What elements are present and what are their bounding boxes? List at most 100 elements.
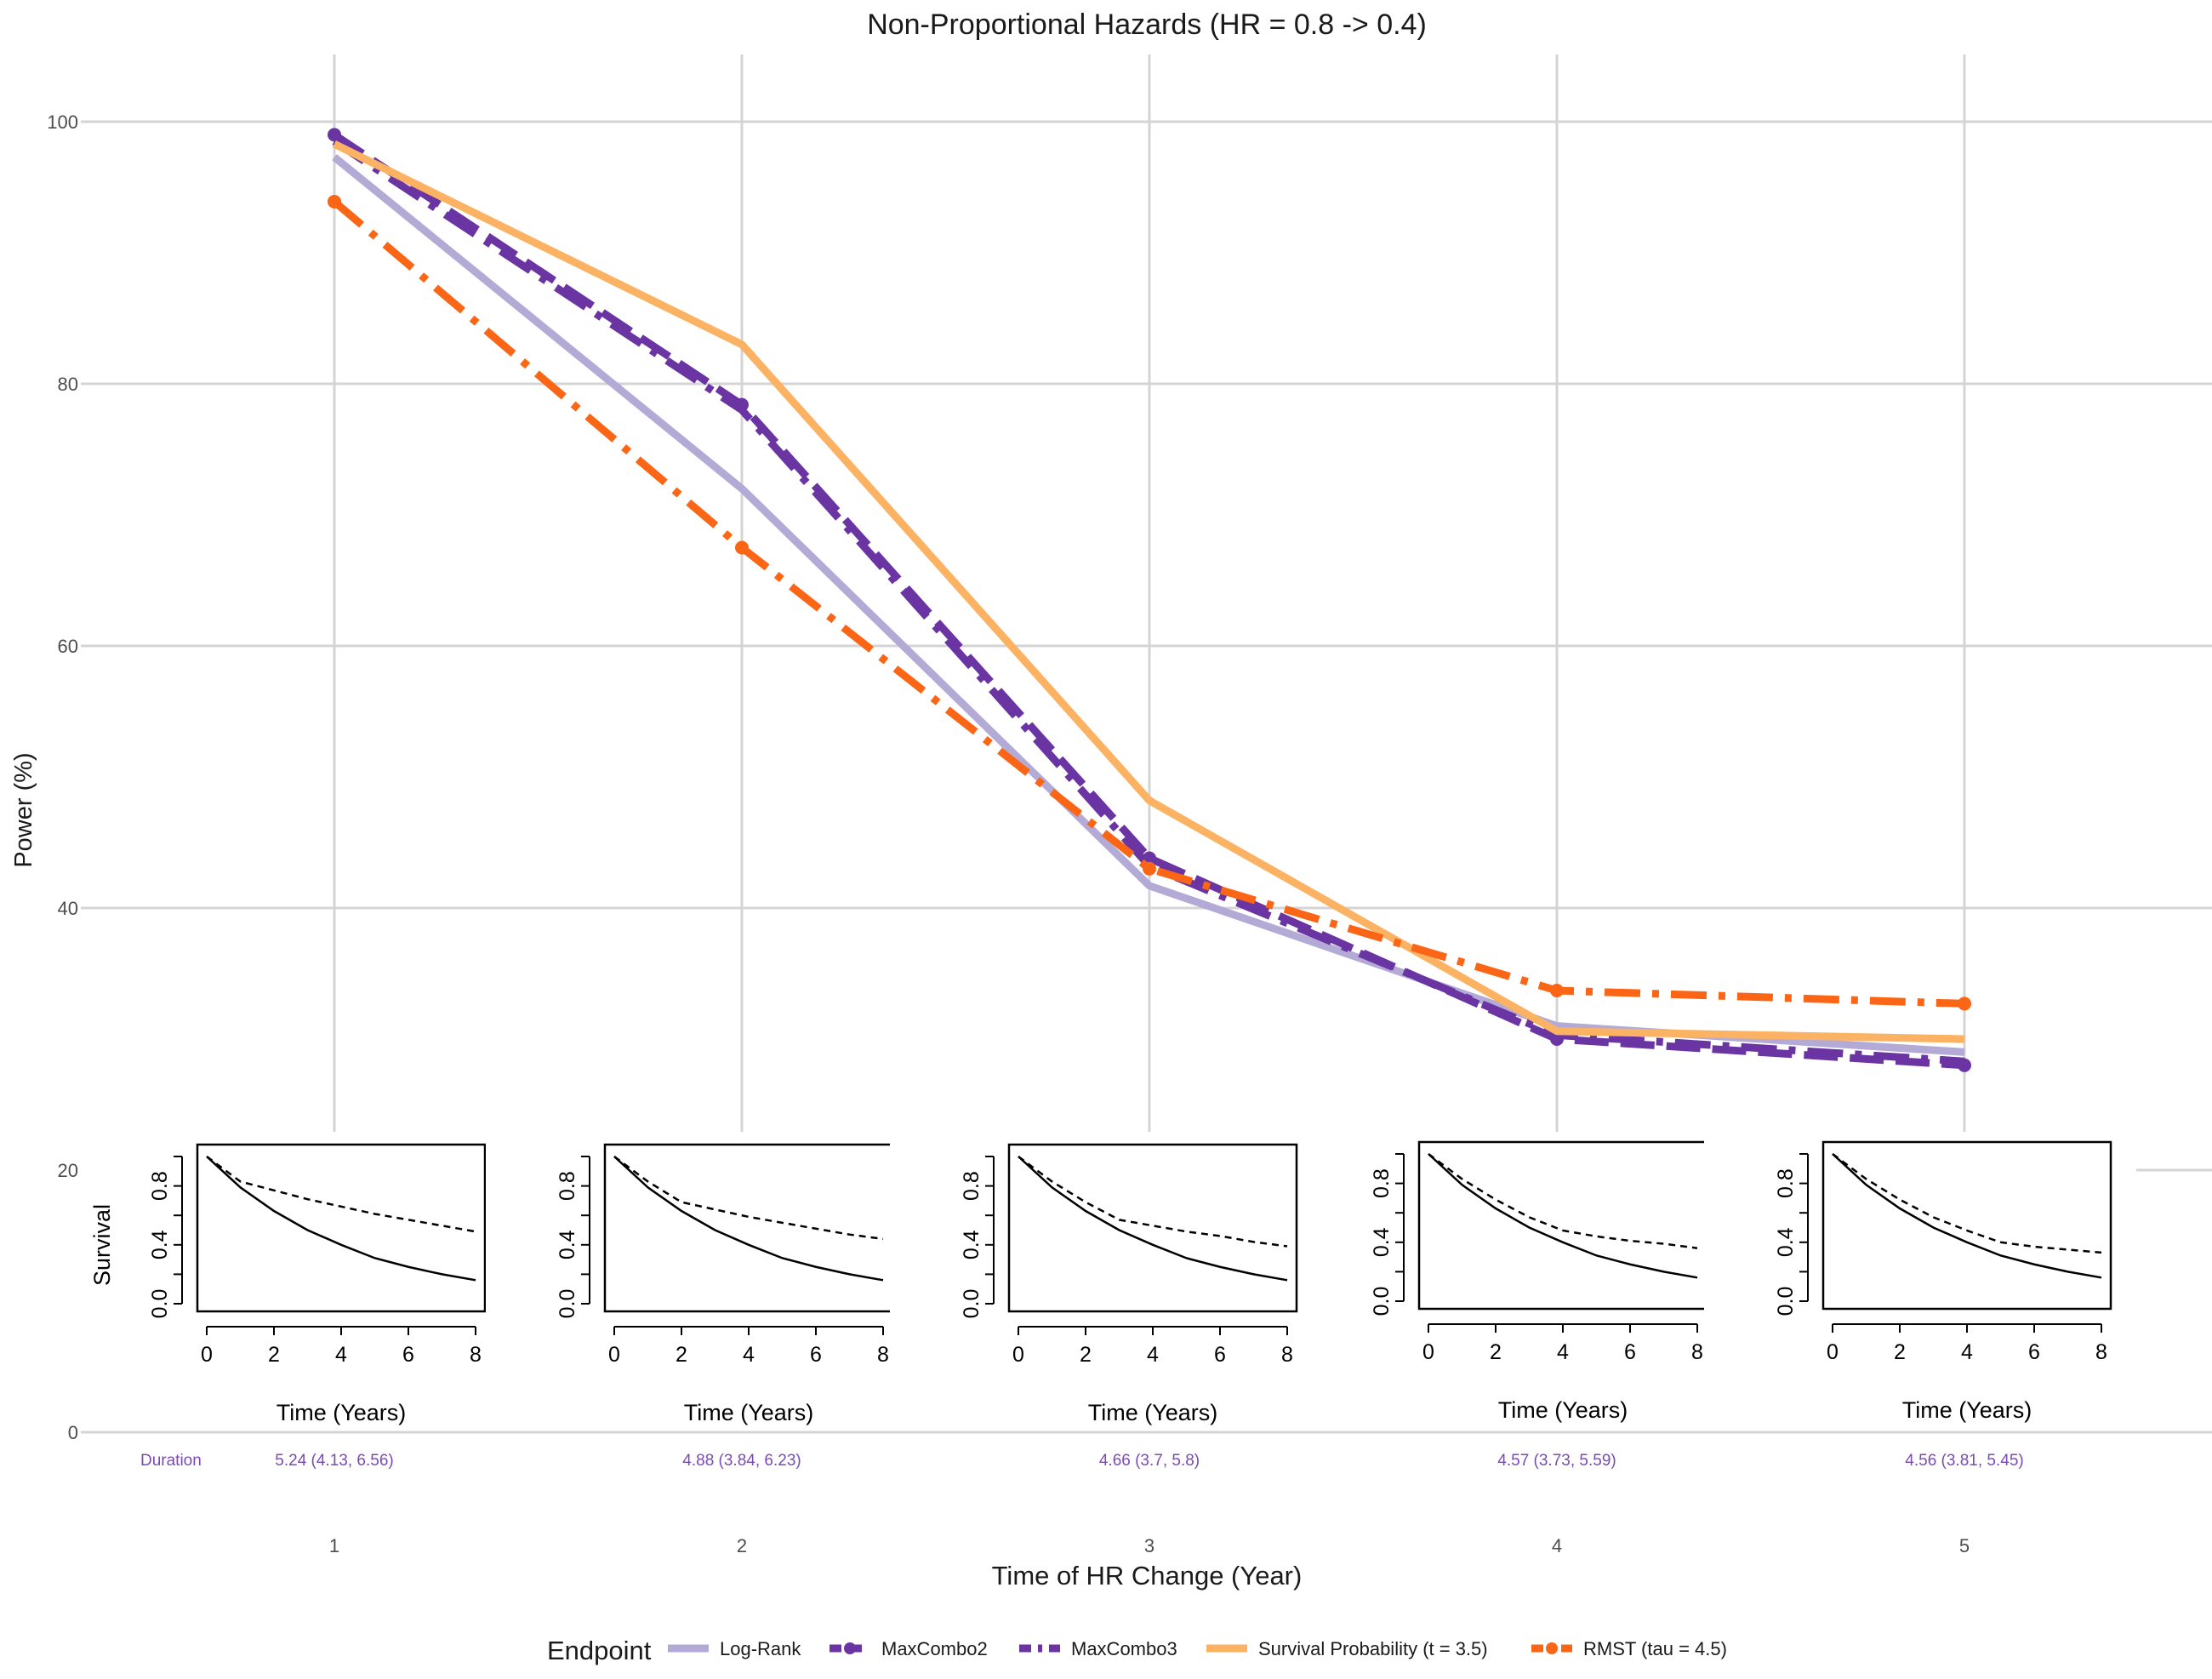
- series-layer: [328, 128, 1971, 1072]
- data-point-rmst-tau-4-5: [328, 194, 341, 208]
- legend-title: Endpoint: [547, 1636, 652, 1665]
- inset-y-tick-label: 0.4: [1370, 1227, 1394, 1257]
- inset-y-tick-label: 0.0: [1774, 1287, 1798, 1316]
- legend-key-point: [844, 1642, 856, 1654]
- y-tick-label: 80: [58, 374, 78, 395]
- inset-treatment-curve: [613, 1155, 884, 1241]
- inset-y-tick-label: 0.8: [1370, 1168, 1394, 1198]
- duration-value: 5.24 (4.13, 6.56): [275, 1452, 393, 1470]
- inset-x-tick-label: 2: [268, 1343, 280, 1367]
- inset-y-tick-label: 0.0: [556, 1289, 579, 1319]
- inset-x-axis-title: Time (Years): [1498, 1397, 1628, 1423]
- x-tick-label: 2: [737, 1535, 747, 1556]
- inset-x-tick-label: 4: [335, 1343, 347, 1367]
- series-line-maxcombo3: [332, 138, 1965, 1065]
- axis-layer: Non-Proportional Hazards (HR = 0.8 -> 0.…: [10, 9, 1970, 1590]
- legend-label-survival-probability-t-3-5: Survival Probability (t = 3.5): [1258, 1638, 1488, 1659]
- legend-label-log-rank: Log-Rank: [720, 1638, 801, 1659]
- inset-control-curve: [1428, 1153, 1698, 1279]
- legend-label-maxcombo3: MaxCombo3: [1071, 1638, 1177, 1659]
- inset-y-tick-label: 0.8: [556, 1171, 579, 1201]
- y-tick-label: 40: [58, 898, 78, 919]
- inset-x-tick-label: 0: [1422, 1340, 1434, 1364]
- inset-y-tick-label: 0.8: [960, 1171, 983, 1201]
- inset-x-tick-label: 4: [743, 1343, 755, 1367]
- inset-y-tick-label: 0.4: [556, 1230, 579, 1259]
- inset-x-tick-label: 0: [608, 1343, 620, 1367]
- inset-x-tick-label: 2: [1490, 1340, 1502, 1364]
- inset-survival-plot: 0.0 0.4 0.8 0 2 4 6 8 Time (Years) Survival: [78, 1143, 510, 1429]
- legend: Endpoint Log-Rank MaxCombo2 MaxCombo3 Survi…: [547, 1636, 1727, 1665]
- inset-x-tick-label: 8: [1281, 1343, 1293, 1367]
- duration-label: Duration: [140, 1452, 202, 1470]
- data-point-rmst-tau-4-5: [1143, 861, 1156, 876]
- inset-frame: [1417, 1140, 1708, 1311]
- inset-control-curve: [206, 1156, 476, 1282]
- inset-y-tick-label: 0.8: [1774, 1168, 1798, 1198]
- inset-x-tick-label: 2: [1080, 1343, 1092, 1367]
- inset-control-curve: [613, 1156, 884, 1282]
- inset-x-tick-label: 8: [2095, 1340, 2107, 1364]
- inset-x-tick-label: 2: [1894, 1340, 1906, 1364]
- inset-x-tick-label: 8: [877, 1343, 889, 1367]
- inset-x-tick-label: 4: [1961, 1340, 1973, 1364]
- inset-y-tick-label: 0.4: [960, 1230, 983, 1259]
- data-point-rmst-tau-4-5: [735, 540, 749, 555]
- inset-x-tick-label: 0: [1012, 1343, 1024, 1367]
- duration-value: 4.56 (3.81, 5.45): [1905, 1452, 2023, 1470]
- y-tick-label: 100: [47, 111, 78, 133]
- inset-y-tick-label: 0.0: [1370, 1287, 1394, 1316]
- inset-layer: 0.0 0.4 0.8 0 2 4 6 8 Time (Years) Survival 0.0 0.4…: [78, 1140, 2136, 1429]
- inset-y-axis-title: Survival: [89, 1204, 115, 1286]
- inset-treatment-curve: [1428, 1152, 1698, 1249]
- legend-label-maxcombo2: MaxCombo2: [881, 1638, 988, 1659]
- inset-treatment-curve: [206, 1155, 476, 1233]
- inset-treatment-curve: [1018, 1155, 1288, 1248]
- inset-treatment-curve: [1832, 1152, 2102, 1254]
- data-point-rmst-tau-4-5: [1550, 984, 1564, 998]
- inset-x-tick-label: 0: [201, 1343, 213, 1367]
- y-tick-label: 20: [58, 1160, 78, 1181]
- x-tick-label: 3: [1144, 1535, 1154, 1556]
- inset-survival-plot: 0.0 0.4 0.8 0 2 4 6 8 Time (Years): [486, 1143, 918, 1429]
- inset-frame: [1007, 1143, 1298, 1313]
- inset-x-axis-title: Time (Years): [276, 1400, 407, 1425]
- y-tick-label: 0: [68, 1422, 78, 1443]
- inset-x-tick-label: 6: [2028, 1340, 2040, 1364]
- inset-x-tick-label: 6: [1624, 1340, 1636, 1364]
- inset-x-axis-title: Time (Years): [1088, 1400, 1218, 1425]
- y-axis-title: Power (%): [10, 752, 37, 867]
- inset-survival-plot: 0.0 0.4 0.8 0 2 4 6 8 Time (Years): [890, 1143, 1322, 1429]
- series-line-survival-probability-t-3-5: [333, 140, 1965, 1043]
- inset-x-tick-label: 6: [810, 1343, 822, 1367]
- inset-x-axis-title: Time (Years): [684, 1400, 814, 1425]
- inset-x-axis-title: Time (Years): [1902, 1397, 2032, 1423]
- inset-control-curve: [1018, 1156, 1288, 1282]
- inset-y-tick-label: 0.4: [1774, 1227, 1798, 1257]
- inset-frame: [196, 1143, 487, 1313]
- inset-survival-plot: 0.0 0.4 0.8 0 2 4 6 8 Time (Years): [1704, 1140, 2136, 1426]
- chart-title: Non-Proportional Hazards (HR = 0.8 -> 0.…: [867, 9, 1427, 41]
- series-line-rmst-tau-4-5: [332, 198, 1965, 1008]
- duration-value: 4.57 (3.73, 5.59): [1497, 1452, 1616, 1470]
- data-point-maxcombo2: [328, 128, 341, 142]
- inset-x-tick-label: 2: [676, 1343, 687, 1367]
- x-axis-title: Time of HR Change (Year): [992, 1561, 1303, 1590]
- inset-y-tick-label: 0.8: [148, 1171, 172, 1201]
- inset-x-tick-label: 8: [1691, 1340, 1703, 1364]
- x-tick-label: 4: [1552, 1535, 1562, 1556]
- x-tick-label: 5: [1959, 1535, 1970, 1556]
- inset-x-tick-label: 8: [470, 1343, 482, 1367]
- legend-key-point: [1546, 1642, 1558, 1654]
- inset-x-tick-label: 6: [402, 1343, 414, 1367]
- inset-x-tick-label: 4: [1147, 1343, 1159, 1367]
- series-line-maxcombo2: [332, 131, 1965, 1070]
- inset-x-tick-label: 6: [1214, 1343, 1226, 1367]
- inset-frame: [1821, 1140, 2112, 1311]
- inset-y-tick-label: 0.0: [960, 1289, 983, 1319]
- duration-row: Duration 5.24 (4.13, 6.56) 4.88 (3.84, 6.2…: [140, 1452, 2024, 1470]
- duration-value: 4.66 (3.7, 5.8): [1099, 1452, 1200, 1470]
- inset-x-tick-label: 0: [1827, 1340, 1839, 1364]
